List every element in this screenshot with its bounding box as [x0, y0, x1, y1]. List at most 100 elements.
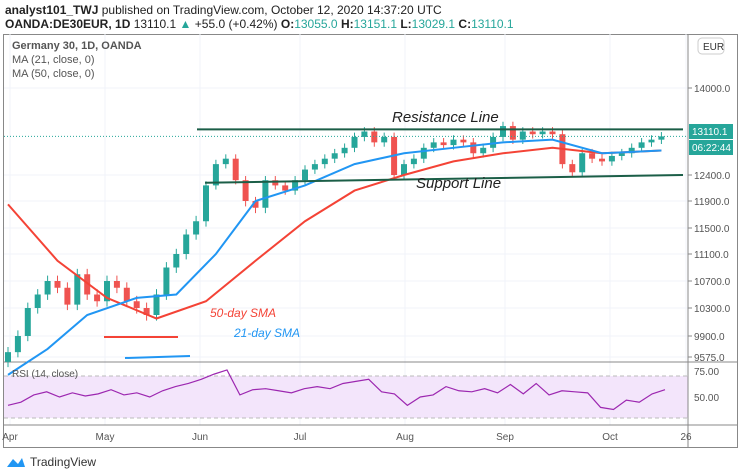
high-label: H: — [340, 17, 354, 31]
candle — [430, 142, 437, 148]
low-label: L: — [400, 17, 412, 31]
x-tick-label: Jun — [192, 432, 208, 443]
candle — [648, 139, 655, 143]
candle — [232, 158, 239, 181]
candle — [193, 221, 200, 235]
candle — [440, 142, 447, 146]
candle — [490, 136, 497, 148]
candle — [529, 131, 536, 135]
candle — [599, 158, 605, 162]
y-tick-label: 14000.0 — [694, 84, 731, 95]
price-tag-text: 13110.1 — [692, 127, 728, 138]
brand-name: TradingView — [30, 455, 97, 469]
countdown-text: 06:22:44 — [692, 143, 731, 154]
candle — [252, 201, 259, 208]
x-tick-label: Jul — [294, 432, 307, 443]
candle — [381, 136, 388, 143]
candle — [302, 169, 308, 181]
candle — [608, 155, 615, 162]
candle — [222, 158, 229, 165]
candle — [549, 131, 556, 135]
candle — [351, 136, 358, 148]
open-value: 13055.0 — [294, 17, 338, 31]
candle — [331, 153, 338, 159]
x-tick-label: 26 — [680, 432, 692, 443]
candle — [341, 147, 348, 154]
candle — [638, 142, 645, 148]
currency-label: EUR — [703, 42, 724, 53]
candle — [143, 308, 150, 315]
candle — [321, 158, 328, 165]
y-tick-label: 10300.0 — [694, 304, 731, 315]
sma50-annotation: 50-day SMA — [210, 306, 276, 320]
candle — [24, 308, 31, 336]
y-tick-label: 9575.0 — [694, 353, 725, 364]
candle — [34, 294, 41, 308]
candle — [311, 164, 318, 170]
y-tick-label: 11500.0 — [694, 224, 730, 235]
countdown-tag — [689, 140, 733, 155]
candle — [44, 281, 51, 295]
published-text: published on TradingView.com, October 12… — [101, 3, 442, 17]
x-tick-label: Oct — [602, 432, 618, 443]
candle — [262, 180, 269, 208]
rsi-band — [4, 376, 688, 418]
candle — [113, 281, 120, 288]
legend-title: Germany 30, 1D, OANDA — [12, 40, 142, 52]
candle — [64, 287, 71, 305]
support-line — [204, 174, 684, 184]
tradingview-logo[interactable]: TradingView — [6, 455, 96, 469]
resistance-label: Resistance Line — [392, 109, 499, 126]
symbol: OANDA:DE30EUR, 1D — [5, 17, 131, 31]
candle — [183, 234, 190, 254]
candle — [450, 139, 457, 146]
rsi-tick-label: 50.00 — [694, 393, 719, 404]
y-tick-label: 11100.0 — [694, 250, 729, 261]
candle — [5, 352, 11, 362]
candle — [519, 131, 526, 140]
close-value: 13110.1 — [471, 17, 514, 31]
candle — [500, 126, 506, 137]
candle — [104, 281, 110, 302]
candle — [272, 180, 279, 186]
high-value: 13151.1 — [353, 17, 397, 31]
candle — [14, 336, 21, 353]
candle — [589, 153, 596, 159]
support-label: Support Line — [416, 175, 501, 192]
candle — [658, 136, 665, 140]
legend-ma21[interactable]: MA (21, close, 0) — [12, 54, 95, 66]
candle — [212, 164, 219, 186]
candle — [371, 131, 378, 143]
candle — [163, 267, 170, 295]
sma21-legend-line — [124, 355, 191, 359]
chart-frame[interactable] — [3, 34, 738, 448]
x-tick-label: Apr — [2, 432, 18, 443]
candle — [410, 158, 417, 165]
candle — [84, 274, 91, 295]
candle — [153, 294, 160, 315]
candle — [628, 147, 635, 154]
candle — [282, 185, 289, 191]
candle — [470, 142, 477, 154]
legend-rsi[interactable]: RSI (14, close) — [12, 369, 79, 380]
price-tag — [689, 124, 733, 139]
x-tick-label: May — [96, 432, 115, 443]
legend-ma50[interactable]: MA (50, close, 0) — [12, 68, 95, 80]
candle — [133, 301, 140, 308]
candle — [509, 126, 516, 140]
last-price: 13110.1 — [133, 17, 177, 31]
open-label: O: — [280, 17, 295, 31]
candle — [579, 153, 586, 173]
symbol-info: OANDA:DE30EUR, 1D 13110.1 ▲ +55.0 (+0.42… — [5, 17, 514, 31]
candle — [420, 147, 427, 159]
candle — [460, 139, 467, 143]
currency-badge[interactable] — [697, 37, 725, 55]
author[interactable]: analyst101_TWJ — [5, 3, 99, 17]
candle — [54, 281, 61, 288]
x-tick-label: Aug — [396, 432, 414, 443]
candle — [539, 131, 546, 135]
rsi-line — [7, 369, 666, 411]
candle — [242, 180, 249, 201]
y-tick-label: 12400.0 — [694, 171, 731, 182]
